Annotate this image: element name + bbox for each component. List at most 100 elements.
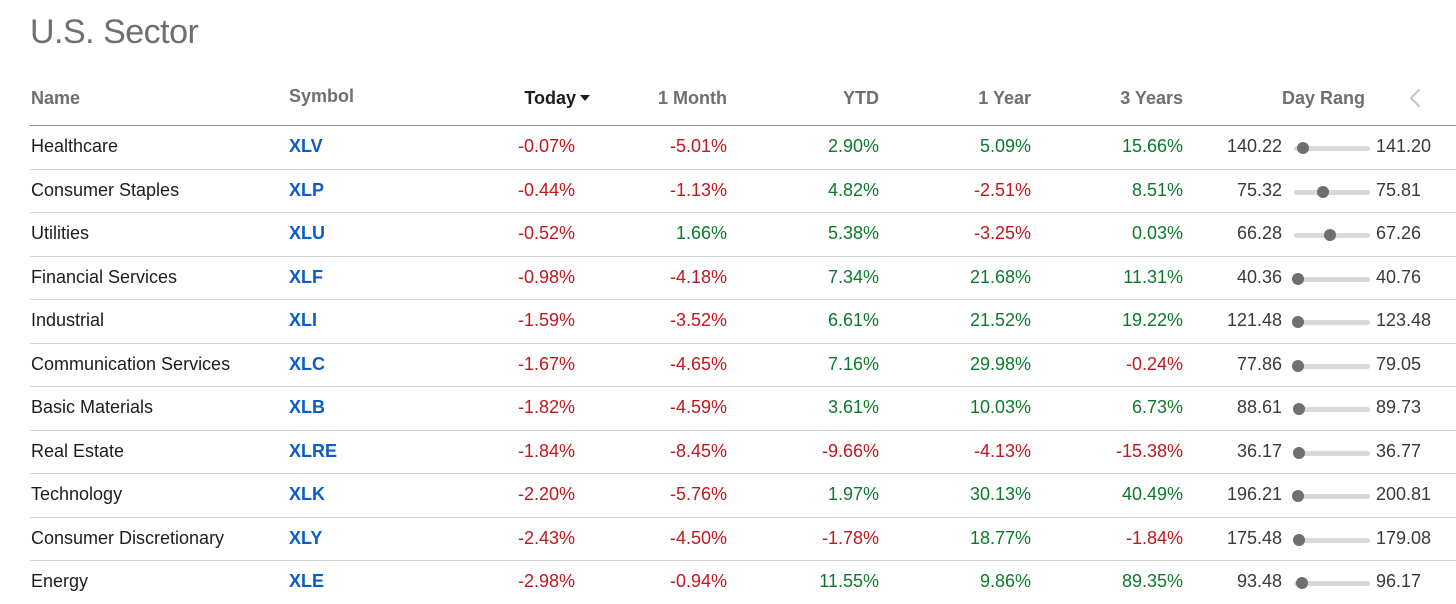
change-year: 21.52%	[969, 310, 1031, 330]
symbol-link[interactable]: XLB	[289, 397, 325, 417]
table-body: Healthcare XLV -0.07% -5.01% 2.90% 5.09% 15.66…	[30, 126, 1456, 604]
change-ytd: 4.82%	[827, 179, 879, 200]
change-ytd: 5.38%	[827, 223, 879, 243]
change-month: -5.76%	[669, 484, 727, 504]
sector-name: Consumer Discretionary	[31, 527, 225, 548]
day-range-bar	[1291, 490, 1370, 502]
day-range-bar	[1294, 142, 1370, 154]
change-ytd: -9.66%	[821, 440, 879, 461]
day-range-bar	[1291, 316, 1370, 328]
symbol-link[interactable]: XLE	[289, 571, 325, 591]
change-today: -0.98%	[517, 266, 575, 287]
change-year: 9.86%	[979, 571, 1031, 591]
change-ytd: 1.97%	[827, 484, 879, 504]
day-range-bar	[1291, 359, 1370, 372]
table-row[interactable]: Consumer Staples XLP -0.44% -1.13% 4.82% -2.5…	[30, 170, 1456, 213]
change-ytd: -1.78%	[821, 527, 879, 548]
column-header-today[interactable]: Today	[445, 88, 590, 109]
table-row[interactable]: Energy XLE -2.98% -0.94% 11.55% 9.86% 89.35% 93…	[30, 561, 1456, 604]
change-three-years: 89.35%	[1121, 571, 1183, 591]
change-month: 1.66%	[675, 223, 727, 243]
change-three-years: 0.03%	[1131, 223, 1183, 243]
day-range-marker	[1291, 272, 1304, 285]
day-range-high: 40.76	[1376, 266, 1422, 287]
table-header: Name Symbol Today 1 Month YTD 1 Year 3 Y…	[30, 80, 1456, 126]
table-row[interactable]: Industrial XLI -1.59% -3.52% 6.61% 21.52% 19.2…	[30, 300, 1456, 344]
change-three-years: 15.66%	[1121, 136, 1183, 156]
change-month: -1.13%	[669, 179, 727, 200]
day-range-high: 123.48	[1376, 310, 1432, 330]
day-range-high: 79.05	[1376, 353, 1422, 374]
symbol-link[interactable]: XLC	[289, 353, 325, 374]
page-title: U.S. Sector	[30, 13, 199, 51]
change-month: -8.45%	[669, 440, 727, 461]
symbol-link[interactable]: XLRE	[289, 440, 338, 461]
change-month: -3.52%	[669, 310, 727, 330]
sector-name: Energy	[31, 571, 89, 591]
symbol-link[interactable]: XLY	[289, 527, 323, 548]
day-range-high: 96.17	[1376, 571, 1422, 591]
sector-name: Basic Materials	[31, 397, 154, 417]
table-row[interactable]: Financial Services XLF -0.98% -4.18% 7.34% 21…	[30, 257, 1456, 300]
day-range-bar	[1293, 403, 1370, 415]
day-range-high: 75.81	[1376, 179, 1422, 200]
day-range-marker	[1295, 577, 1308, 589]
day-range-low: 121.48	[1226, 310, 1282, 330]
symbol-link[interactable]: XLP	[289, 179, 325, 200]
change-month: -0.94%	[669, 571, 727, 591]
column-header-1-month[interactable]: 1 Month	[658, 88, 727, 108]
table-row[interactable]: Communication Services XLC -1.67% -4.65% 7.1…	[30, 344, 1456, 387]
day-range-marker	[1291, 359, 1304, 372]
day-range-marker	[1323, 229, 1336, 241]
symbol-link[interactable]: XLK	[289, 484, 325, 504]
column-header-name[interactable]: Name	[31, 88, 81, 108]
sector-name: Utilities	[31, 223, 90, 243]
change-three-years: 19.22%	[1121, 310, 1183, 330]
day-range-marker	[1293, 533, 1306, 546]
change-ytd: 7.34%	[827, 266, 879, 287]
symbol-link[interactable]: XLF	[289, 266, 323, 287]
table-row[interactable]: Basic Materials XLB -1.82% -4.59% 3.61% 10.03…	[30, 387, 1456, 431]
change-year: -3.25%	[973, 223, 1031, 243]
sector-name: Real Estate	[31, 440, 125, 461]
change-today: -0.07%	[517, 136, 575, 156]
chevron-left-icon[interactable]	[1408, 88, 1422, 108]
table-row[interactable]: Real Estate XLRE -1.84% -8.45% -9.66% -4.13% -…	[30, 431, 1456, 474]
change-today: -2.98%	[517, 571, 575, 591]
change-month: -4.50%	[669, 527, 727, 548]
change-today: -2.43%	[517, 527, 575, 548]
symbol-link[interactable]: XLI	[289, 310, 318, 330]
column-header-3-years[interactable]: 3 Years	[1120, 88, 1183, 108]
day-range-low: 77.86	[1236, 353, 1282, 374]
table-row[interactable]: Technology XLK -2.20% -5.76% 1.97% 30.13% 40.4…	[30, 474, 1456, 518]
change-three-years: 40.49%	[1121, 484, 1183, 504]
column-header-symbol[interactable]: Symbol	[289, 86, 355, 106]
change-three-years: 11.31%	[1123, 266, 1183, 287]
day-range-low: 36.17	[1236, 440, 1282, 461]
change-year: 29.98%	[969, 353, 1031, 374]
column-header-day-range[interactable]: Day Rang	[1282, 88, 1366, 108]
change-year: 21.68%	[969, 266, 1031, 287]
symbol-link[interactable]: XLV	[289, 136, 323, 156]
change-ytd: 11.55%	[819, 571, 879, 591]
table-row[interactable]: Consumer Discretionary XLY -2.43% -4.50% -1.…	[30, 518, 1456, 561]
day-range-low: 196.21	[1226, 484, 1282, 504]
day-range-high: 67.26	[1376, 223, 1422, 243]
table-row[interactable]: Utilities XLU -0.52% 1.66% 5.38% -3.25% 0.03% 6…	[30, 213, 1456, 257]
change-today: -1.82%	[517, 397, 575, 417]
column-header-today-label: Today	[524, 88, 576, 108]
change-three-years: -0.24%	[1125, 353, 1183, 374]
symbol-link[interactable]: XLU	[289, 223, 325, 243]
sector-name: Consumer Staples	[31, 179, 180, 200]
day-range-bar	[1294, 185, 1370, 198]
sector-name: Financial Services	[31, 266, 178, 287]
change-year: 5.09%	[979, 136, 1031, 156]
column-header-1-year[interactable]: 1 Year	[978, 88, 1031, 108]
sector-name: Industrial	[31, 310, 105, 330]
table-row[interactable]: Healthcare XLV -0.07% -5.01% 2.90% 5.09% 15.66…	[30, 126, 1456, 170]
column-header-ytd[interactable]: YTD	[843, 88, 879, 108]
change-today: -1.59%	[517, 310, 575, 330]
day-range-bar	[1294, 577, 1370, 589]
change-today: -0.52%	[517, 223, 575, 243]
change-ytd: 3.61%	[827, 397, 879, 417]
